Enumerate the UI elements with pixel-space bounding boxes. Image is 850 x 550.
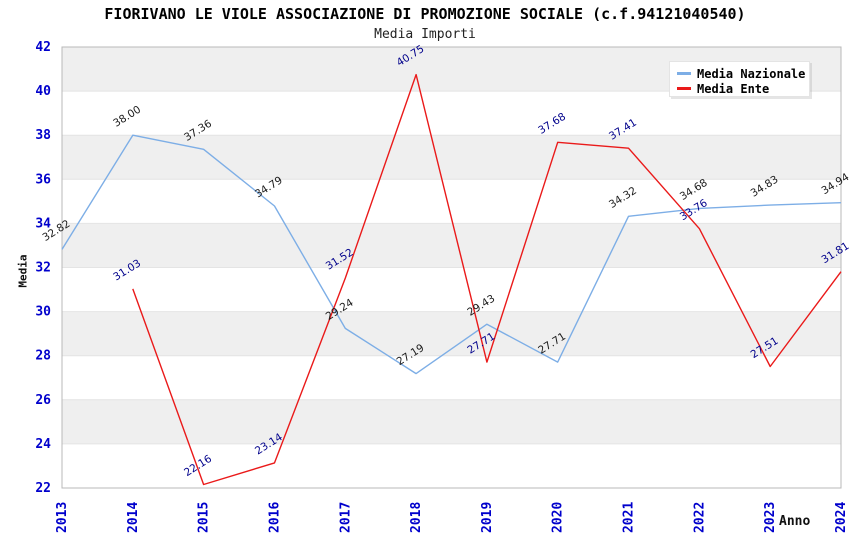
- y-tick-label: 32: [35, 261, 51, 276]
- x-tick-label: 2020: [551, 502, 566, 533]
- x-tick-label: 2017: [338, 502, 353, 533]
- media-nazionale-line-swatch-icon: [677, 72, 691, 75]
- y-tick-label: 34: [35, 216, 51, 231]
- plot-band: [62, 135, 841, 180]
- x-tick-label: 2018: [409, 502, 424, 533]
- y-tick-label: 38: [35, 128, 51, 143]
- x-tick-label: 2014: [126, 502, 141, 533]
- x-tick-label: 2015: [197, 502, 212, 533]
- x-tick-label: 2019: [480, 502, 495, 533]
- y-tick-label: 28: [35, 349, 51, 364]
- data-point-label: 37.68: [536, 111, 568, 137]
- x-tick-label: 2024: [834, 502, 849, 533]
- chart-title: FIORIVANO LE VIOLE ASSOCIAZIONE DI PROMO…: [104, 5, 746, 23]
- y-tick-label: 22: [35, 481, 51, 496]
- chart-subtitle: Media Importi: [374, 27, 476, 42]
- x-axis-title: Anno: [779, 514, 811, 529]
- data-point-label: 34.32: [607, 185, 639, 211]
- legend-label-media-nazionale: Media Nazionale: [697, 66, 806, 81]
- series-line-media-nazionale: [61, 134, 842, 375]
- series-line-media-ente: [132, 73, 842, 486]
- data-point-label: 38.00: [111, 104, 143, 130]
- y-tick-label: 24: [35, 437, 51, 452]
- y-tick-label: 42: [35, 40, 51, 55]
- x-tick-label: 2021: [622, 502, 637, 533]
- y-tick-label: 36: [35, 172, 51, 187]
- y-axis-title: Media: [16, 254, 30, 288]
- data-point-label: 22.16: [182, 453, 214, 479]
- x-tick-label: 2013: [55, 502, 70, 533]
- media-ente-line-swatch-icon: [677, 87, 691, 90]
- plot-band: [62, 223, 841, 268]
- x-tick-label: 2022: [692, 502, 707, 533]
- legend-row-media-ente: Media Ente: [677, 81, 809, 96]
- data-point-label: 34.68: [678, 177, 710, 203]
- plot-frame: [61, 46, 842, 489]
- legend-label-media-ente: Media Ente: [697, 81, 770, 96]
- y-tick-label: 30: [35, 305, 51, 320]
- x-tick-label: 2023: [763, 502, 778, 533]
- x-tick-label: 2016: [267, 502, 282, 533]
- legend: Media Nazionale Media Ente: [669, 61, 810, 97]
- y-tick-label: 26: [35, 393, 51, 408]
- legend-row-media-nazionale: Media Nazionale: [677, 66, 809, 81]
- y-tick-label: 40: [35, 84, 51, 99]
- plot-band: [62, 399, 841, 444]
